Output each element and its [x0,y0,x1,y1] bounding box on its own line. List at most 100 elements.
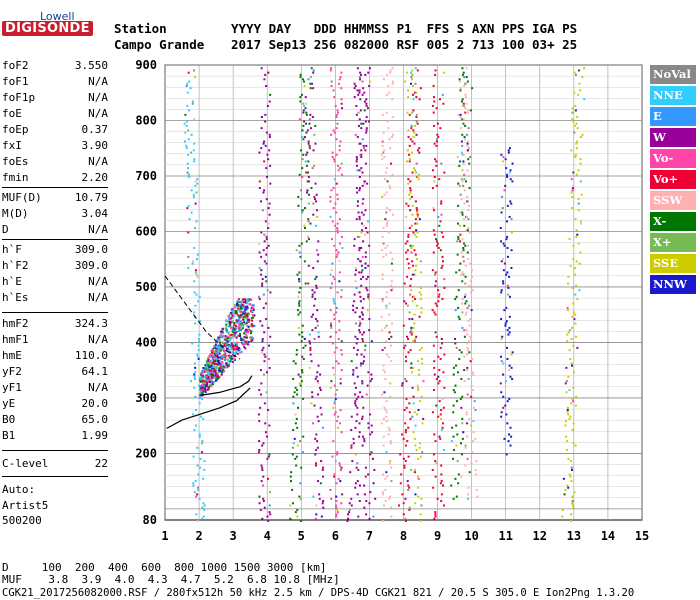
echo-point [355,160,358,163]
param-value: N/A [88,291,108,304]
echo-point [296,515,299,518]
cluster-point [246,302,249,305]
echo-point [305,102,308,105]
echo-point [439,437,442,440]
echo-point [440,493,443,496]
echo-point [183,122,186,125]
echo-point [452,497,455,500]
cluster-point [228,339,231,342]
echo-point [504,322,507,325]
echo-point [264,302,267,305]
echo-point [390,466,393,469]
echo-point [196,464,199,467]
echo-point [350,415,353,418]
logo-digisonde: DIGISONDE [2,21,93,36]
echo-point [434,69,437,72]
echo-point [304,96,307,99]
echo-point [465,411,468,414]
echo-point [268,344,271,347]
echo-point [260,231,263,234]
param-yf1: yF1 N/A [2,380,108,396]
echo-point [301,324,304,327]
echo-point [355,156,358,158]
echo-point [407,455,410,458]
y-tick-label: 700 [135,169,157,183]
echo-point [338,82,341,85]
echo-point [469,360,472,363]
cluster-point [222,335,225,338]
echo-point [461,311,464,314]
echo-point [258,448,261,451]
echo-point [410,278,413,281]
cluster-point [211,358,214,361]
echo-point [413,124,416,127]
echo-point [361,93,364,96]
cluster-point [218,345,221,348]
echo-point [312,266,315,269]
cluster-point [213,345,216,348]
echo-point [189,87,192,90]
echo-point [304,160,307,163]
echo-point [302,397,305,400]
echo-point [405,380,408,383]
echo-point [432,207,435,210]
echo-point [460,198,463,201]
cluster-point [242,317,245,320]
echo-point [438,369,441,372]
echo-point [300,340,303,343]
cluster-point [244,336,247,339]
cluster-point [203,380,206,383]
cluster-point [245,317,248,320]
cluster-point [207,375,210,378]
cluster-point [238,309,241,312]
echo-point [506,284,509,287]
echo-point [435,138,438,141]
echo-point [301,211,304,214]
echo-point [443,504,446,507]
echo-point [403,464,406,467]
echo-point [262,191,265,194]
echo-point [466,353,469,356]
param-divider [2,187,108,188]
cluster-point [233,310,236,313]
echo-point [352,371,355,374]
echo-point [267,227,270,230]
legend-item-ssw: SSW [650,191,696,210]
echo-point [357,468,360,471]
cluster-point [243,339,246,342]
echo-point [307,264,310,267]
echo-point [510,266,513,269]
echo-point [261,278,264,281]
echo-point [411,300,414,303]
echo-point [318,493,321,496]
param-fof1: foF1 N/A [2,74,108,90]
echo-point [316,324,319,327]
echo-point [438,98,441,101]
echo-point [441,426,444,429]
echo-point [463,224,466,227]
echo-point [463,138,466,141]
echo-point [198,402,201,405]
echo-point [464,229,467,232]
echo-point [459,262,462,265]
param-label: hmE [2,349,22,362]
echo-point [338,462,341,465]
echo-point [439,482,442,485]
echo-point [359,322,362,325]
echo-point [411,318,414,321]
echo-point [265,175,268,178]
echo-point [411,224,414,227]
echo-point [329,215,332,218]
echo-point [193,362,196,365]
cluster-point [239,310,242,313]
cluster-point [211,362,214,365]
cluster-point [221,327,224,330]
echo-point [571,315,574,318]
echo-point [574,73,577,76]
echo-point [334,460,337,463]
echo-point [316,215,319,218]
cluster-point [223,365,226,368]
echo-point [356,200,359,203]
param-label: yF1 [2,381,22,394]
echo-point [386,73,389,76]
